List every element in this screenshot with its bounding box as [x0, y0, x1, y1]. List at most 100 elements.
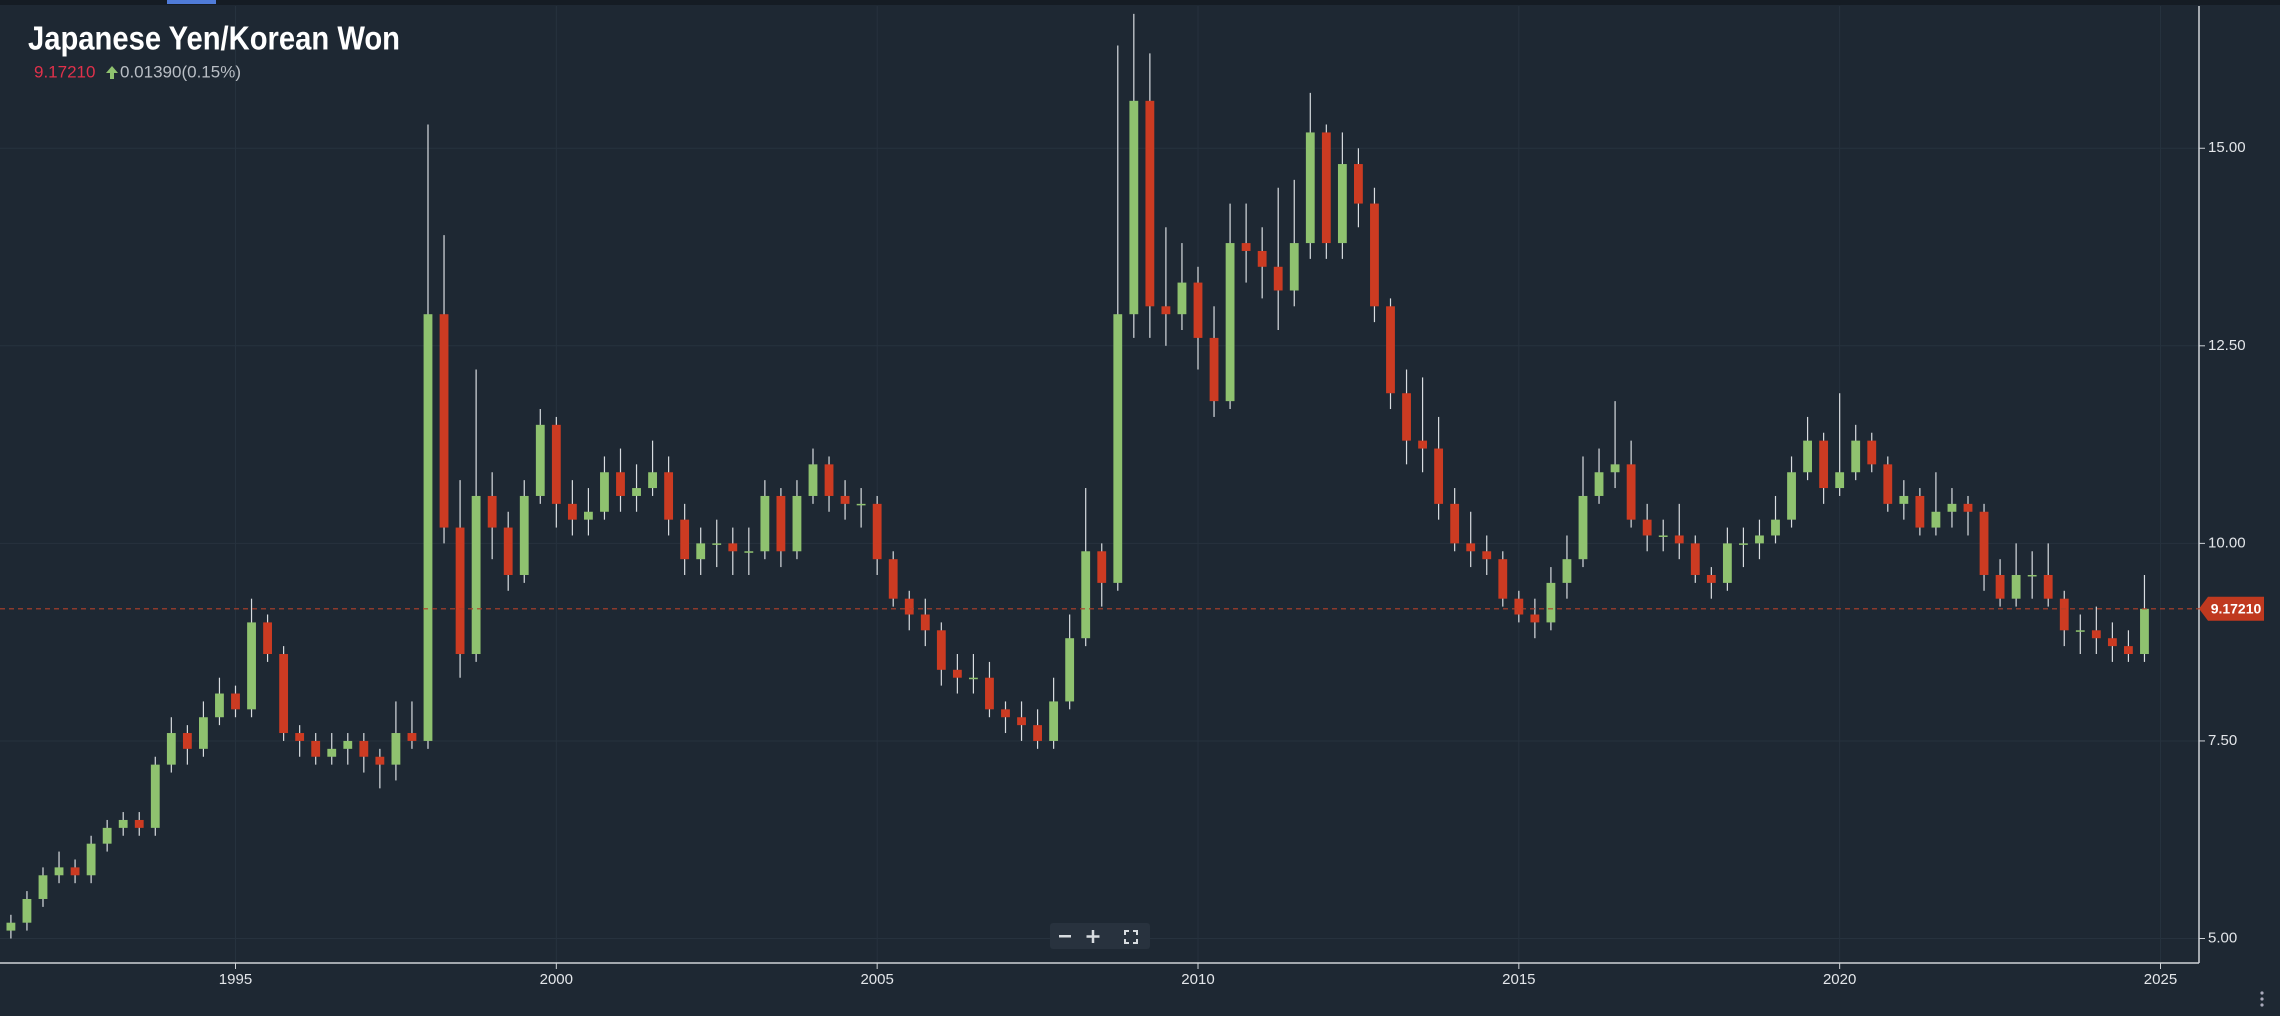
- candle-body: [1739, 543, 1748, 545]
- candle-body: [1321, 132, 1331, 244]
- x-tick-label: 2000: [540, 971, 573, 988]
- candle-body: [118, 819, 128, 828]
- candle-body: [1498, 559, 1508, 599]
- candle-body: [22, 898, 32, 923]
- candle-body: [1674, 535, 1684, 544]
- candle-body: [1017, 717, 1026, 726]
- candle-body: [1594, 472, 1604, 496]
- candle-body: [1305, 132, 1315, 244]
- candle-body: [1337, 164, 1347, 244]
- candle-body: [70, 867, 80, 876]
- candle-body: [455, 527, 465, 655]
- candle-body: [712, 543, 722, 545]
- candle-body: [102, 827, 112, 844]
- candle-body: [2075, 630, 2085, 632]
- candle-body: [231, 693, 240, 710]
- candle-body: [2107, 638, 2117, 647]
- candle-body: [952, 669, 962, 678]
- candle-body: [2091, 630, 2101, 639]
- candle-body: [1931, 511, 1941, 528]
- candle-body: [439, 314, 449, 528]
- candle-body: [1578, 495, 1588, 560]
- candle-body: [1450, 503, 1460, 544]
- candle-body: [247, 622, 256, 710]
- y-tick-label: 7.50: [2208, 732, 2237, 749]
- menu-dots[interactable]: [2260, 991, 2264, 1007]
- candle-body: [263, 622, 272, 655]
- candle-body: [1097, 551, 1107, 583]
- candle-body: [1370, 203, 1379, 307]
- candle-body: [920, 614, 930, 631]
- candle-body: [1819, 440, 1829, 489]
- candle-body: [1803, 440, 1812, 473]
- candles: [6, 13, 2149, 939]
- candle-body: [1418, 440, 1427, 449]
- candle-body: [1610, 464, 1620, 473]
- candle-body: [856, 503, 866, 506]
- x-tick-label: 2005: [860, 971, 893, 988]
- candle-body: [632, 488, 641, 496]
- candle-body: [1915, 495, 1925, 528]
- candle-body: [583, 511, 593, 520]
- candle-body: [728, 543, 738, 552]
- candle-body: [567, 503, 577, 520]
- candle-body: [198, 717, 208, 749]
- candle-body: [985, 677, 994, 710]
- candle-body: [1434, 448, 1444, 504]
- x-tick-label: 2025: [2144, 971, 2177, 988]
- candle-body: [2124, 646, 2133, 655]
- candle-body: [6, 922, 16, 931]
- candle-body: [1706, 574, 1716, 583]
- candle-body: [648, 472, 657, 489]
- candle-body: [407, 733, 417, 741]
- y-tick-label: 12.50: [2208, 337, 2246, 354]
- candle-body: [1129, 100, 1139, 315]
- candle-body: [295, 733, 305, 741]
- candle-body: [744, 551, 754, 553]
- candle-body: [1033, 725, 1042, 741]
- candle-body: [38, 875, 48, 899]
- candle-body: [134, 819, 144, 828]
- tab-indicator: [167, 0, 216, 4]
- candle-body: [1787, 472, 1796, 520]
- candle-body: [1209, 337, 1219, 402]
- candle-body: [824, 464, 834, 496]
- candle-body: [1225, 243, 1235, 402]
- candle-body: [391, 733, 401, 765]
- zoom-out-button[interactable]: [1059, 935, 1071, 938]
- candle-body: [1482, 551, 1492, 560]
- top-bar: [0, 0, 2280, 5]
- x-tick-label: 1995: [219, 971, 252, 988]
- candle-body: [664, 472, 674, 520]
- axes: 5.00 7.50 10.00 12.50 15.00 1995 2000 2005 2010 2…: [0, 139, 2264, 988]
- y-tick-label: 5.00: [2208, 929, 2237, 946]
- candle-body: [1001, 709, 1010, 718]
- candle-body: [1402, 393, 1411, 441]
- price-tag-label: 9.17210: [2211, 601, 2262, 617]
- candle-body: [1177, 282, 1187, 315]
- candle-body: [1466, 543, 1476, 552]
- candle-body: [1947, 503, 1957, 512]
- candle-body: [1690, 543, 1700, 575]
- candle-body: [2027, 574, 2037, 577]
- zoom-in-button[interactable]: [1086, 930, 1100, 943]
- candle-body: [1257, 250, 1267, 267]
- up-arrow: [106, 66, 118, 79]
- candle-body: [1145, 100, 1155, 307]
- candle-body: [872, 503, 882, 560]
- candle-body: [1658, 535, 1668, 537]
- candle-body: [2043, 574, 2053, 599]
- candle-body: [760, 495, 770, 552]
- candle-body: [1386, 306, 1395, 394]
- last-price: 9.17210: [34, 62, 95, 81]
- candle-body: [487, 495, 497, 528]
- candle-body: [1161, 306, 1171, 315]
- fullscreen-button[interactable]: [1124, 930, 1138, 944]
- candle-body: [1979, 511, 1989, 575]
- candle-body: [1273, 266, 1283, 291]
- candle-body: [936, 630, 946, 670]
- x-tick-label: 2015: [1502, 971, 1535, 988]
